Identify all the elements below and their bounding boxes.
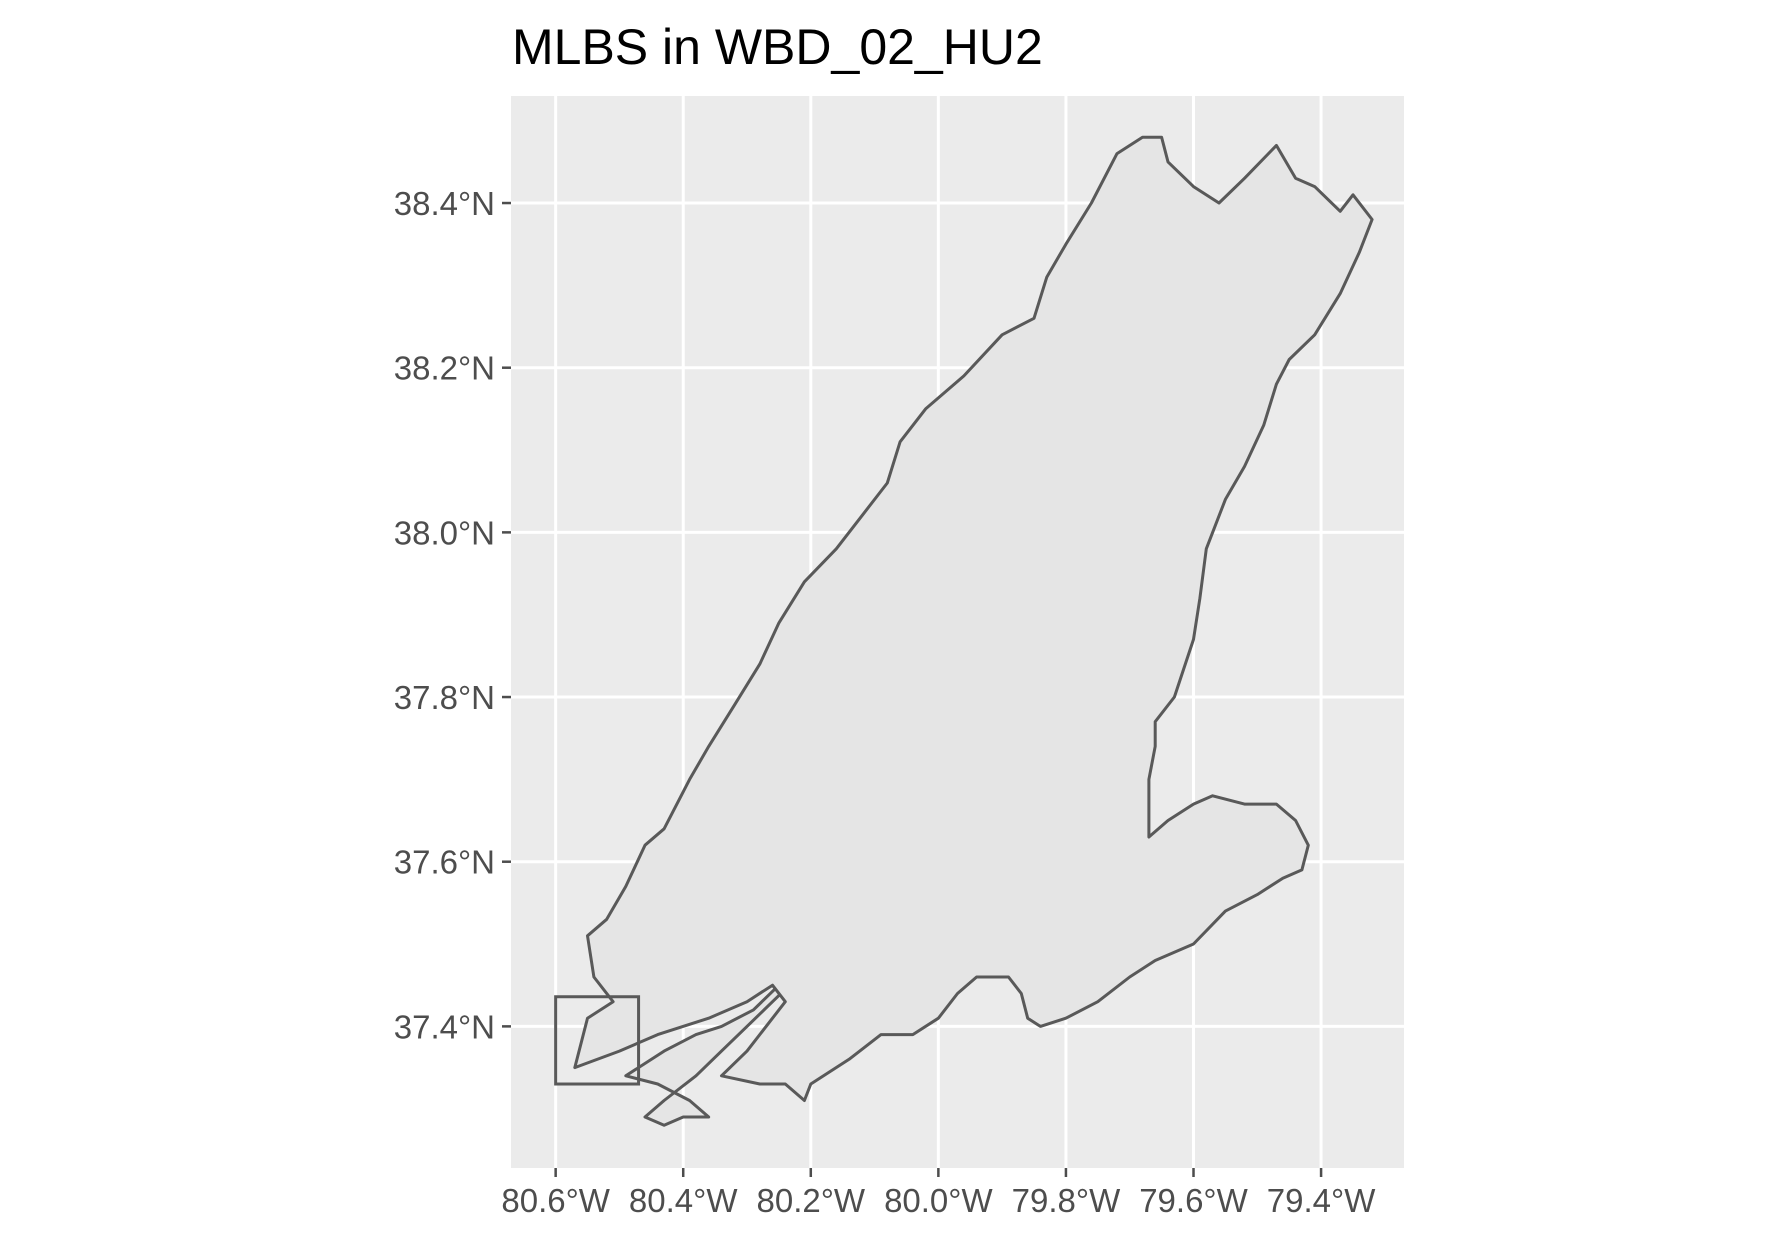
x-tick-label-4: 79.8°W xyxy=(1012,1182,1121,1219)
y-tick-label-1: 37.6°N xyxy=(394,844,495,881)
x-tick-label-5: 79.6°W xyxy=(1139,1182,1248,1219)
y-tick-label-4: 38.2°N xyxy=(394,350,495,387)
watershed-polygon-1 xyxy=(573,135,1374,1102)
y-tick-label-0: 37.4°N xyxy=(394,1008,495,1045)
y-tick-label-5: 38.4°N xyxy=(394,185,495,222)
x-tick-label-2: 80.2°W xyxy=(757,1182,866,1219)
y-tick-label-2: 37.8°N xyxy=(394,679,495,716)
x-tick-label-3: 80.0°W xyxy=(884,1182,993,1219)
map-shapes xyxy=(554,135,1374,1127)
x-tick-label-1: 80.4°W xyxy=(629,1182,738,1219)
axes: 80.6°W 80.4°W 80.2°W 80.0°W 79.8°W 79.6°W 79.4… xyxy=(394,185,1376,1219)
x-tick-label-0: 80.6°W xyxy=(501,1182,610,1219)
x-tick-label-6: 79.4°W xyxy=(1267,1182,1376,1219)
map-title: MLBS in WBD_02_HU2 xyxy=(512,19,1043,75)
y-tick-label-3: 38.0°N xyxy=(394,514,495,551)
site-bounding-box xyxy=(554,995,641,1086)
